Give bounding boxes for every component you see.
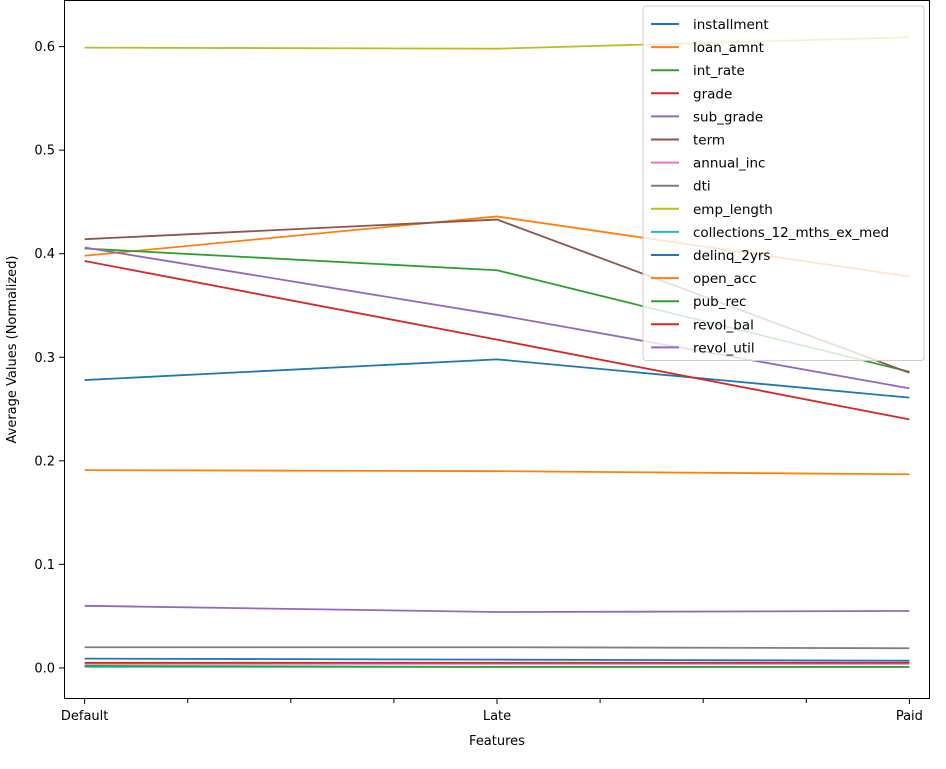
- y-tick-label: 0.2: [34, 454, 55, 469]
- legend-box: [642, 5, 925, 361]
- x-tick-label: Late: [483, 709, 511, 724]
- plot-area: [84, 36, 910, 668]
- legend-label: term: [693, 133, 725, 149]
- legend-label: installment: [693, 17, 769, 33]
- y-tick-label: 0.3: [34, 351, 55, 366]
- y-tick-label: 0.5: [34, 144, 55, 159]
- y-axis: 0.0 0.1 0.2 0.3 0.4 0.5 0.6: [34, 40, 64, 676]
- y-axis-label: Average Values (Normalized): [5, 256, 20, 444]
- x-tick-label: Default: [61, 709, 109, 724]
- legend-label: delinq_2yrs: [693, 248, 770, 264]
- x-axis: Default Late Paid: [61, 699, 923, 724]
- x-axis-label: Features: [469, 734, 525, 749]
- y-tick-label: 0.6: [34, 40, 55, 55]
- series-line-sub-grade: [84, 246, 910, 390]
- legend-label: emp_length: [693, 202, 773, 218]
- legend-label: loan_amnt: [693, 40, 764, 56]
- series-line-dti: [84, 646, 910, 650]
- y-tick-label: 0.1: [34, 558, 55, 573]
- series-line-grade: [84, 260, 910, 421]
- legend-label: sub_grade: [693, 109, 763, 125]
- series-line-delinq-2yrs: [84, 657, 910, 662]
- x-tick-label: Paid: [896, 709, 923, 724]
- axes-frame: [64, 0, 930, 699]
- legend-label: annual_inc: [693, 156, 765, 172]
- legend-label: grade: [693, 86, 732, 102]
- legend-label: pub_rec: [693, 294, 746, 310]
- legend-label: dti: [693, 179, 711, 195]
- y-tick-label: 0.4: [34, 247, 55, 262]
- series-line-pub-rec: [84, 664, 910, 668]
- legend-label: collections_12_mths_ex_med: [693, 225, 889, 241]
- legend-label: revol_bal: [693, 317, 754, 333]
- legend-label: open_acc: [693, 271, 757, 287]
- series-line-open-acc: [84, 469, 910, 476]
- y-tick-label: 0.0: [34, 661, 55, 676]
- legend-label: revol_util: [693, 340, 755, 356]
- legend-label: int_rate: [693, 63, 745, 79]
- series-line-revol-util: [84, 604, 910, 613]
- series-line-installment: [84, 358, 910, 399]
